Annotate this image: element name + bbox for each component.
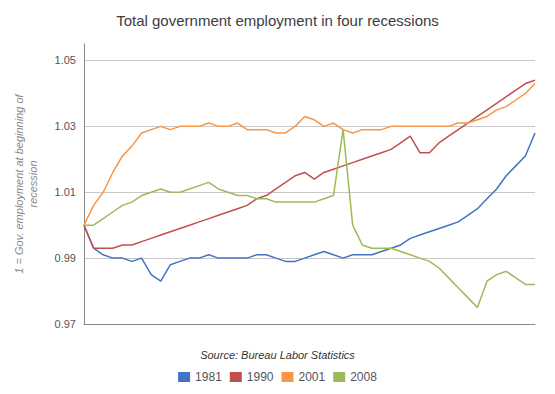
- svg-text:recession: recession: [27, 160, 39, 207]
- svg-text:2008: 2008: [350, 370, 377, 384]
- svg-text:1990: 1990: [247, 370, 274, 384]
- svg-text:1981: 1981: [195, 370, 222, 384]
- svg-text:1.03: 1.03: [55, 120, 76, 132]
- svg-text:Source: Bureau Labor Statistic: Source: Bureau Labor Statistics: [200, 349, 355, 361]
- svg-text:0.97: 0.97: [55, 318, 76, 330]
- svg-text:Total government employment in: Total government employment in four rece…: [116, 12, 439, 29]
- svg-text:0.99: 0.99: [55, 252, 76, 264]
- svg-text:2001: 2001: [299, 370, 326, 384]
- svg-text:1.05: 1.05: [55, 54, 76, 66]
- svg-text:1 = Gov. employment at beginni: 1 = Gov. employment at beginning of: [13, 93, 25, 273]
- svg-text:1.01: 1.01: [55, 186, 76, 198]
